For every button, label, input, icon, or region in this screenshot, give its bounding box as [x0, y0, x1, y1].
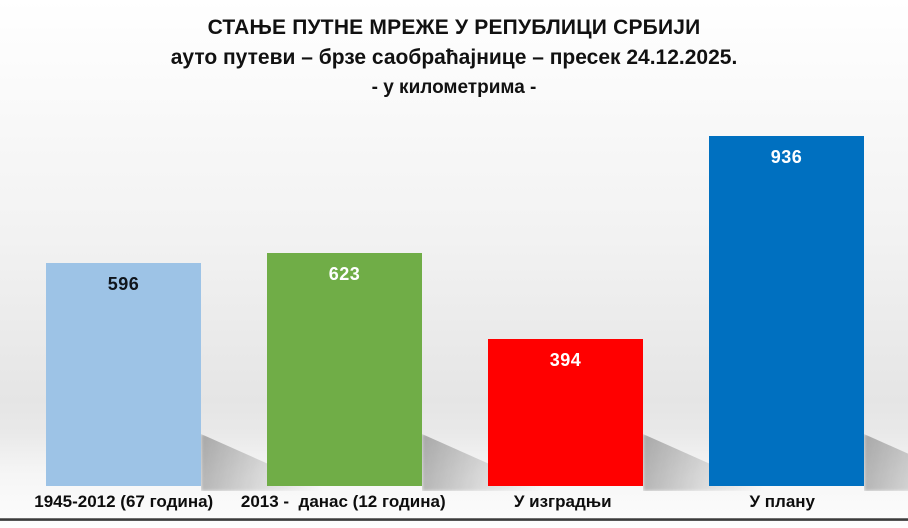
- chart-title: СТАЊЕ ПУТНЕ МРЕЖЕ У РЕПУБЛИЦИ СРБИЈИ: [207, 16, 701, 39]
- bar-2: 623: [267, 253, 550, 491]
- bottom-border-line: [0, 518, 908, 521]
- bar-shadow: [864, 434, 908, 491]
- value-label: 394: [549, 349, 582, 370]
- category-label: У изградњи: [513, 492, 612, 511]
- category-label: 1945-2012 (67 година): [34, 492, 214, 511]
- chart-units-note: - у километрима -: [371, 77, 537, 98]
- bar-4: 936: [709, 136, 908, 491]
- chart-title-block: СТАЊЕ ПУТНЕ МРЕЖЕ У РЕПУБЛИЦИ СРБИЈИ аут…: [0, 13, 908, 103]
- bar-1: 596: [46, 263, 329, 491]
- value-label: 623: [328, 264, 361, 285]
- value-label: 596: [107, 274, 140, 295]
- category-label: 2013 - данас (12 година): [240, 492, 446, 511]
- plot-area: 596 623 394 936: [46, 136, 908, 491]
- bar-3: 394: [488, 338, 771, 491]
- value-label: 936: [770, 147, 803, 167]
- category-label: У плану: [749, 492, 816, 511]
- chart-subtitle: ауто путеви – брзе саобраћајнице – пресе…: [170, 46, 738, 69]
- category-axis: 1945-2012 (67 година) 2013 - данас (12 го…: [14, 492, 892, 512]
